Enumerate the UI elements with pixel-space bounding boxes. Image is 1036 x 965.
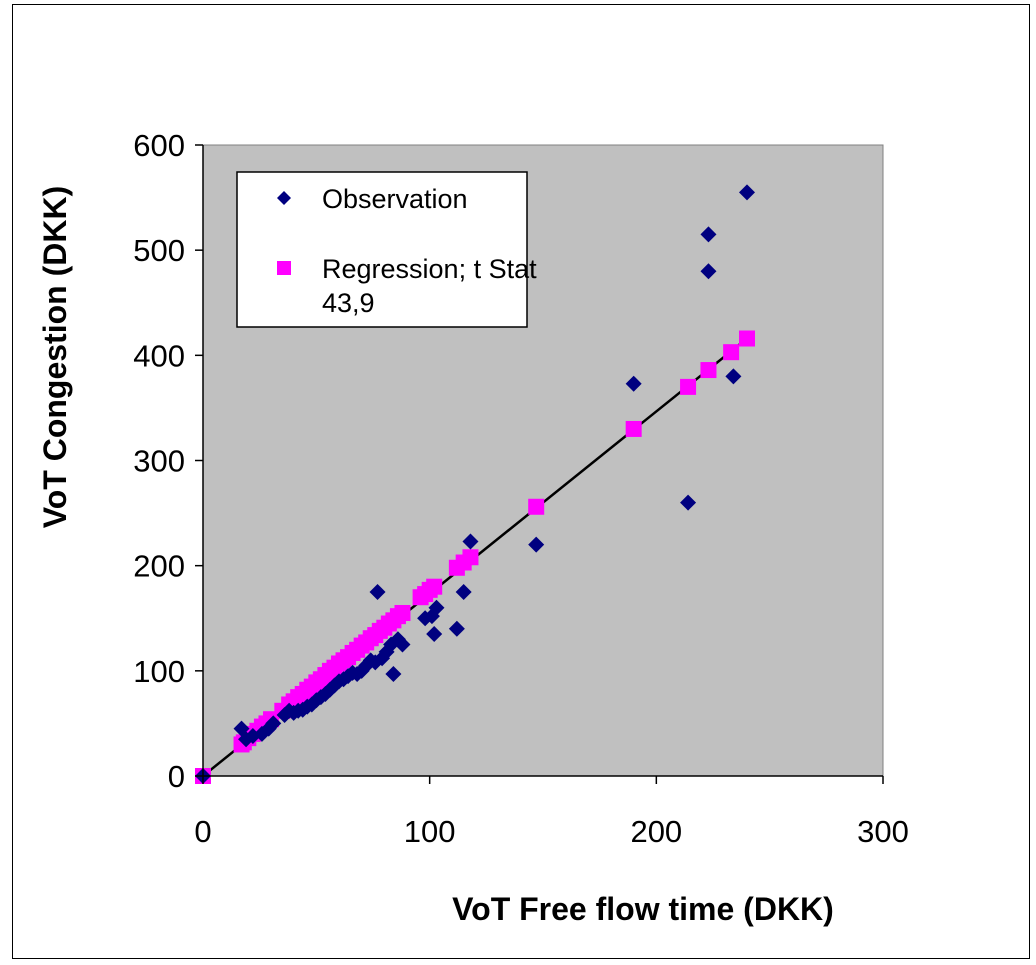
x-tick-label: 200 bbox=[630, 814, 682, 849]
observation-point bbox=[426, 626, 443, 643]
observation-point bbox=[394, 636, 411, 653]
legend-observation-marker bbox=[277, 191, 291, 205]
x-tick-label: 300 bbox=[857, 814, 909, 849]
regression-point bbox=[426, 578, 443, 595]
y-tick-label: 0 bbox=[168, 759, 185, 794]
y-tick-label: 200 bbox=[133, 549, 185, 584]
observation-point bbox=[725, 368, 742, 385]
observation-point bbox=[455, 583, 472, 600]
regression-point bbox=[700, 362, 717, 379]
legend-label: 43,9 bbox=[322, 288, 375, 318]
observation-point bbox=[265, 715, 282, 732]
regression-point bbox=[528, 498, 545, 515]
y-tick-label: 300 bbox=[133, 444, 185, 479]
legend-label: Regression; t Stat bbox=[322, 254, 537, 284]
regression-point bbox=[723, 344, 740, 361]
regression-point bbox=[739, 330, 755, 347]
regression-point bbox=[680, 378, 697, 395]
y-tick-label: 500 bbox=[133, 233, 185, 268]
regression-point bbox=[625, 420, 642, 437]
x-axis-title: VoT Free flow time (DKK) bbox=[452, 891, 834, 927]
x-tick-label: 100 bbox=[404, 814, 456, 849]
x-tick-label: 0 bbox=[194, 814, 211, 849]
regression-point bbox=[462, 549, 479, 566]
y-tick-label: 600 bbox=[133, 128, 185, 163]
observation-point bbox=[739, 184, 755, 201]
observation-point bbox=[625, 375, 642, 392]
observation-point bbox=[528, 536, 545, 553]
observation-point bbox=[462, 533, 479, 550]
observation-point bbox=[700, 263, 717, 280]
observation-point bbox=[369, 583, 386, 600]
observation-point bbox=[680, 494, 697, 511]
y-axis-title: VoT Congestion (DKK) bbox=[37, 186, 73, 528]
observation-point bbox=[385, 665, 402, 682]
y-tick-label: 400 bbox=[133, 338, 185, 373]
y-tick-label: 100 bbox=[133, 654, 185, 689]
legend-label: Observation bbox=[322, 184, 468, 214]
observation-point bbox=[428, 599, 445, 616]
observation-point bbox=[700, 226, 717, 243]
observation-point bbox=[448, 620, 465, 637]
regression-point bbox=[394, 604, 411, 621]
legend-regression-marker bbox=[277, 261, 291, 275]
